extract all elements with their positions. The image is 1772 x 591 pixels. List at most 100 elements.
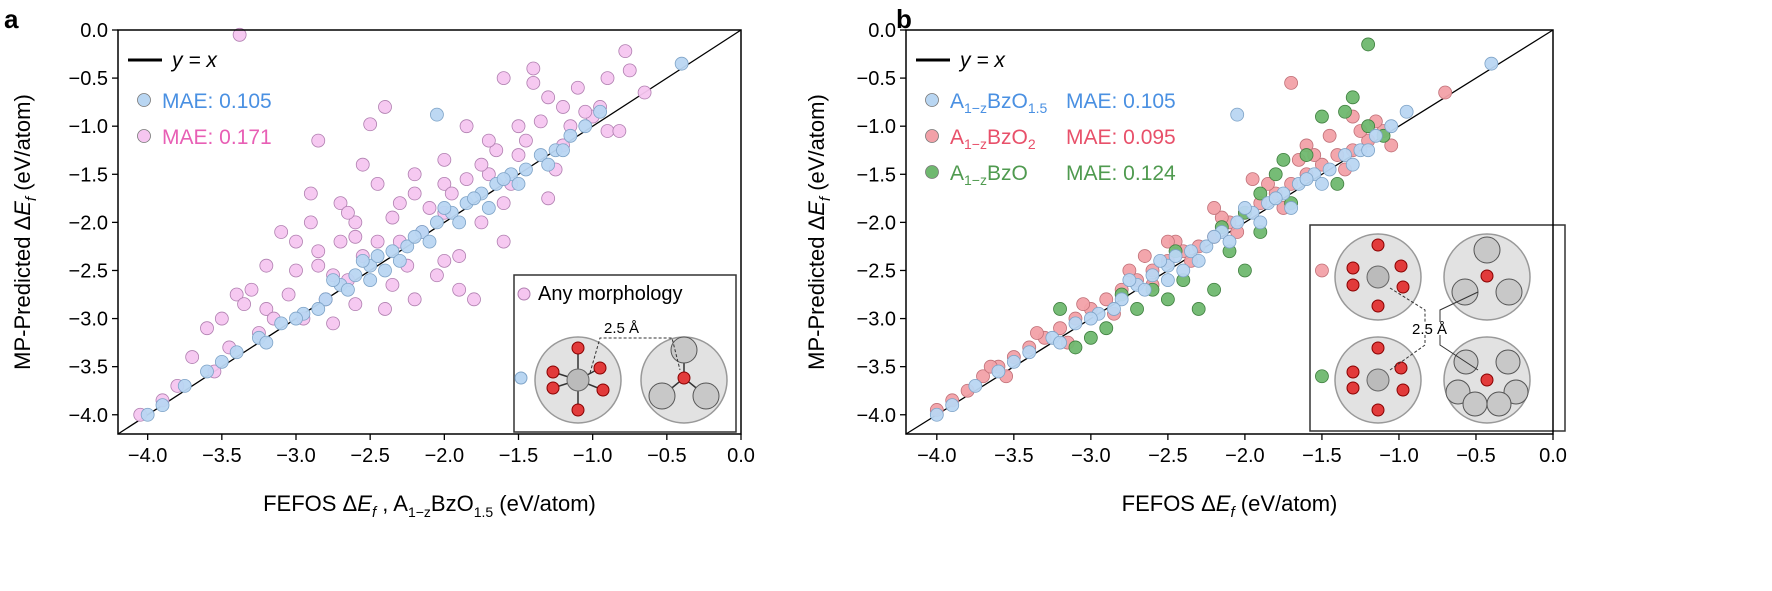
data-point-a-s1-41 [341, 282, 355, 297]
data-point-a-s0-21 [392, 196, 407, 211]
legend-mae-a-0: MAE: 0.105 [162, 90, 272, 113]
data-point-a-s0-33 [452, 282, 467, 297]
data-point-a-s0-9 [229, 287, 244, 302]
data-point-b-s2-3 [991, 364, 1006, 379]
x-tick-label-a-2: −3.0 [276, 445, 315, 467]
data-point-a-s0-40 [519, 133, 533, 148]
legend-series-name-b-0: A1−z​BzO1.5​ [950, 90, 1048, 116]
data-point-a-s0-10 [200, 321, 214, 336]
legend-mae-a-1: MAE: 0.171 [162, 126, 272, 149]
data-point-a-s1-30 [363, 273, 378, 287]
y-tick-label-b-5: −1.5 [857, 164, 896, 186]
data-point-a-s1-3 [200, 364, 214, 379]
data-point-b-s1-0 [1361, 37, 1376, 52]
data-point-a-s1-37 [481, 201, 496, 215]
data-point-a-s0-68 [459, 172, 474, 186]
x-axis-label-a: FEFOS ΔEf​ , A1−z​BzO1.5​ (eV/atom) [263, 491, 596, 521]
data-point-b-s2-16 [1230, 215, 1245, 230]
data-point-b-s1-16 [1053, 302, 1067, 316]
data-point-b-s2-27 [1399, 104, 1414, 119]
data-point-a-s0-86 [259, 258, 274, 273]
data-point-a-s0-82 [370, 177, 385, 191]
data-point-a-s0-4 [496, 71, 511, 85]
x-tick-label-a-7: −0.5 [647, 445, 686, 467]
data-point-a-s1-6 [274, 316, 289, 331]
legend-marker-a-1 [137, 129, 151, 143]
data-point-a-s1-28 [674, 56, 689, 71]
data-point-a-s0-18 [600, 124, 615, 138]
y-tick-label-a-1: −3.5 [69, 357, 108, 379]
y-tick-label-a-7: −0.5 [69, 68, 108, 90]
x-tick-label-b-2: −3.0 [1071, 445, 1110, 467]
data-point-b-s2-33 [1207, 229, 1221, 244]
data-point-a-s1-4 [229, 345, 244, 360]
y-tick-label-a-2: −3.0 [69, 309, 108, 331]
data-point-a-s1-44 [289, 311, 303, 326]
data-point-b-s2-10 [1145, 268, 1160, 283]
data-point-a-s1-2 [177, 379, 192, 393]
data-point-a-s0-35 [303, 215, 318, 230]
data-point-a-s1-33 [407, 229, 422, 244]
data-point-a-s1-25 [563, 128, 578, 143]
data-point-a-s0-36 [333, 196, 348, 211]
data-point-b-s0-56 [1384, 138, 1399, 153]
data-point-a-s0-15 [541, 90, 556, 105]
data-point-a-s1-47 [541, 157, 556, 172]
x-tick-label-a-5: −1.5 [499, 445, 538, 467]
data-point-a-s0-71 [348, 229, 363, 244]
data-point-a-s1-8 [318, 292, 333, 307]
data-point-b-s2-41 [1137, 282, 1152, 297]
x-tick-label-b-4: −2.0 [1225, 445, 1264, 467]
data-point-a-s0-50 [244, 282, 259, 297]
data-point-a-s0-22 [437, 253, 452, 268]
inset-b-octahedral-icon [1443, 336, 1531, 424]
data-point-b-s1-25 [1276, 152, 1291, 167]
data-point-b-s2-6 [1068, 316, 1083, 331]
data-point-a-s1-48 [556, 143, 570, 158]
data-point-b-s0-58 [1137, 249, 1152, 263]
data-point-b-s2-26 [1384, 119, 1399, 134]
data-point-a-s0-7 [311, 133, 326, 148]
inset-b-bracket-1 [1389, 287, 1426, 322]
data-point-b-s1-3 [1315, 109, 1329, 124]
data-point-a-s1-38 [496, 172, 511, 186]
data-point-b-s2-40 [1153, 253, 1168, 268]
data-point-b-s0-31 [1438, 85, 1453, 100]
data-point-a-s0-39 [496, 196, 511, 211]
y-tick-label-b-1: −3.5 [857, 357, 896, 379]
inset-b-bracket-2 [1439, 291, 1479, 322]
data-point-b-s1-1 [1345, 90, 1360, 105]
data-point-b-s2-29 [1230, 107, 1245, 122]
data-point-b-s1-10 [1207, 282, 1221, 297]
panel-b-plot-layer: −4.0 −4.0 −3.5 −3.5 −3.0 −3.0 −2.5 −2.5 −2.0 −2.0… [804, 20, 1567, 521]
data-point-b-s1-26 [1253, 186, 1268, 201]
y-tick-label-a-4: −2.0 [69, 212, 108, 234]
legend-mae-b-2: MAE: 0.124 [1066, 162, 1176, 185]
x-tick-label-b-1: −3.5 [994, 445, 1033, 467]
inset-any-morphology-marker [517, 287, 531, 301]
data-point-b-s2-47 [1345, 157, 1360, 172]
inset-a-trigonal-icon [640, 336, 728, 424]
data-point-b-s2-38 [1299, 172, 1314, 186]
y-tick-label-a-8: 0.0 [80, 20, 108, 42]
y-tick-label-b-8: 0.0 [868, 20, 896, 42]
data-point-b-s2-13 [1184, 244, 1198, 259]
data-point-a-s0-79 [481, 133, 496, 148]
data-point-a-s1-35 [452, 215, 467, 230]
data-point-a-s1-13 [385, 244, 400, 259]
data-point-a-s1-27 [593, 104, 607, 119]
data-point-a-s0-19 [348, 215, 363, 230]
data-point-b-s0-11 [1099, 292, 1114, 307]
data-point-a-s0-49 [214, 311, 229, 326]
data-point-a-s0-88 [452, 249, 467, 263]
data-point-b-s2-12 [1168, 249, 1183, 263]
data-point-b-s2-39 [1315, 177, 1329, 191]
data-point-a-s0-31 [378, 302, 392, 316]
panel-a: Any morphology [513, 274, 737, 433]
data-point-b-s0-52 [1160, 234, 1175, 249]
data-point-a-s0-78 [511, 148, 526, 162]
data-point-a-s1-32 [392, 253, 407, 268]
plot-frame-a [117, 29, 742, 435]
data-point-a-s0-27 [612, 124, 627, 138]
data-point-a-s0-83 [341, 205, 355, 220]
